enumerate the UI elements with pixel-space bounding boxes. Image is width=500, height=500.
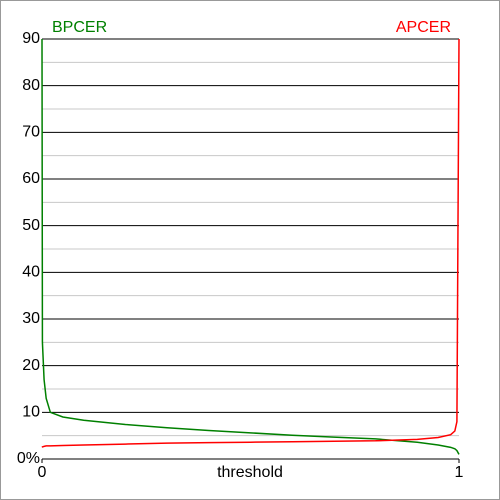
legend-label: BPCER — [52, 19, 107, 36]
y-tick-label: 30 — [22, 310, 40, 327]
y-tick-label: 90 — [22, 30, 40, 47]
x-tick-label: 1 — [455, 464, 464, 481]
y-tick-label: 0% — [17, 450, 40, 467]
series-line — [41, 38, 460, 455]
series-line — [41, 38, 460, 448]
y-tick-label: 60 — [22, 170, 40, 187]
x-tick-label: 0 — [38, 464, 47, 481]
y-tick-label: 20 — [22, 357, 40, 374]
y-tick-label: 70 — [22, 124, 40, 141]
y-tick-label: 10 — [22, 404, 40, 421]
y-tick-label: 80 — [22, 77, 40, 94]
y-tick-label: 40 — [22, 264, 40, 281]
x-axis-label: threshold — [217, 464, 283, 481]
y-tick-label: 50 — [22, 217, 40, 234]
legend-label: APCER — [396, 19, 451, 36]
